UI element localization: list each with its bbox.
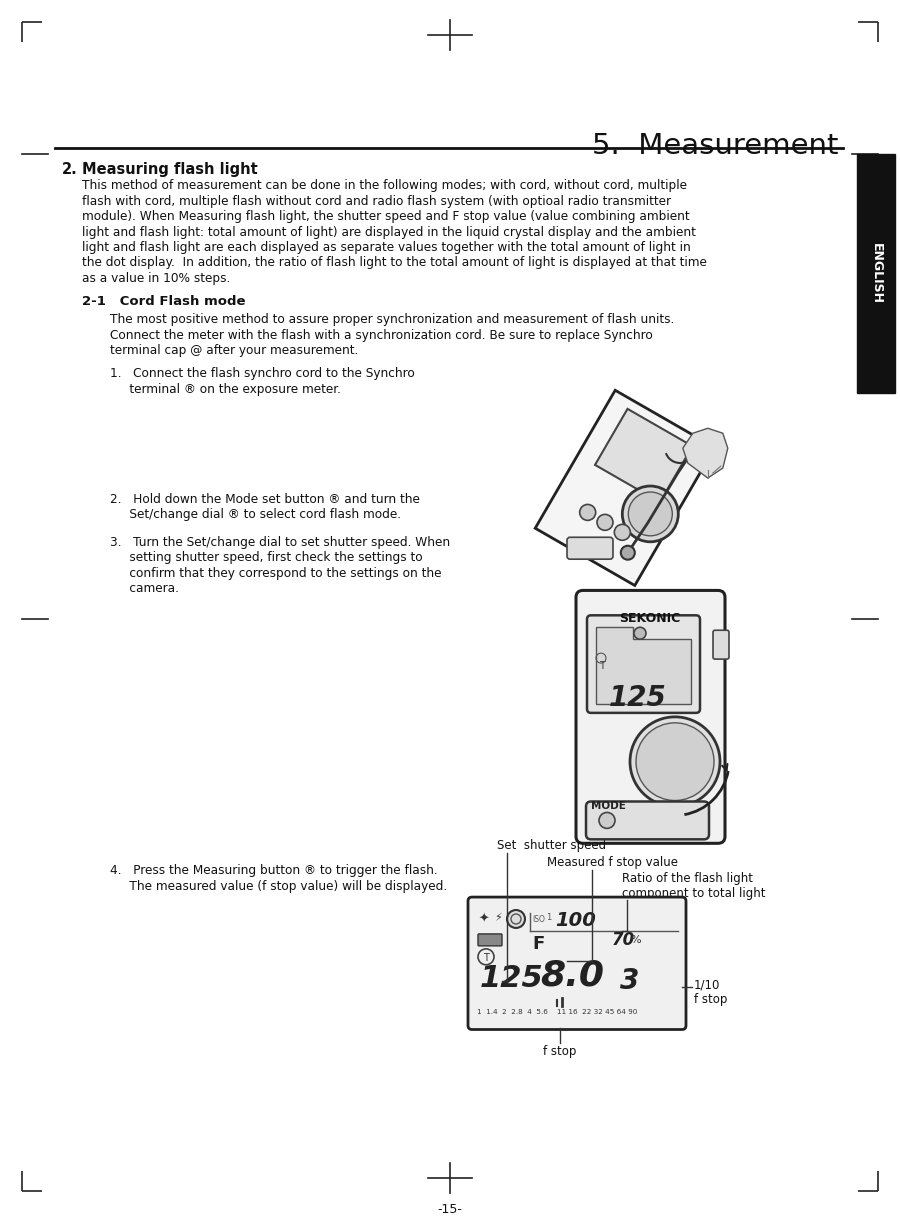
Text: camera.: camera. bbox=[110, 582, 179, 594]
Circle shape bbox=[622, 486, 679, 542]
Text: %: % bbox=[630, 935, 641, 945]
Text: 5.  Measurement: 5. Measurement bbox=[591, 133, 838, 161]
Text: 100: 100 bbox=[555, 911, 596, 931]
Text: T: T bbox=[599, 661, 605, 671]
Text: Ratio of the flash light: Ratio of the flash light bbox=[622, 872, 753, 885]
Circle shape bbox=[615, 525, 630, 541]
Text: Set/change dial ® to select cord flash mode.: Set/change dial ® to select cord flash m… bbox=[110, 508, 401, 521]
Text: 2.: 2. bbox=[62, 162, 77, 178]
Text: ENGLISH: ENGLISH bbox=[869, 244, 883, 304]
Text: F: F bbox=[532, 935, 544, 952]
Circle shape bbox=[580, 504, 596, 520]
Polygon shape bbox=[536, 390, 715, 586]
Text: confirm that they correspond to the settings on the: confirm that they correspond to the sett… bbox=[110, 566, 442, 580]
FancyBboxPatch shape bbox=[586, 801, 709, 839]
Bar bbox=[857, 155, 895, 393]
Polygon shape bbox=[596, 627, 691, 704]
Text: 1/10: 1/10 bbox=[694, 979, 720, 991]
FancyBboxPatch shape bbox=[587, 615, 700, 713]
Text: ISO: ISO bbox=[532, 915, 544, 924]
Text: Measuring flash light: Measuring flash light bbox=[82, 162, 257, 178]
Circle shape bbox=[634, 627, 646, 639]
Polygon shape bbox=[683, 429, 728, 477]
Text: 1: 1 bbox=[546, 914, 551, 922]
Text: This method of measurement can be done in the following modes; with cord, withou: This method of measurement can be done i… bbox=[82, 179, 687, 192]
Polygon shape bbox=[595, 409, 692, 502]
Text: ✦: ✦ bbox=[479, 914, 490, 926]
Text: 1.   Connect the flash synchro cord to the Synchro: 1. Connect the flash synchro cord to the… bbox=[110, 368, 415, 380]
Text: The measured value (f stop value) will be displayed.: The measured value (f stop value) will b… bbox=[110, 879, 447, 893]
Text: 3: 3 bbox=[620, 967, 639, 995]
Text: 2-1   Cord Flash mode: 2-1 Cord Flash mode bbox=[82, 295, 246, 308]
Text: 125: 125 bbox=[480, 963, 544, 993]
FancyBboxPatch shape bbox=[468, 898, 686, 1029]
FancyBboxPatch shape bbox=[478, 934, 502, 946]
FancyBboxPatch shape bbox=[567, 537, 613, 559]
Text: flash with cord, multiple flash without cord and radio flash system (with optioa: flash with cord, multiple flash without … bbox=[82, 195, 671, 207]
FancyBboxPatch shape bbox=[576, 591, 725, 843]
Text: Connect the meter with the flash with a synchronization cord. Be sure to replace: Connect the meter with the flash with a … bbox=[110, 329, 652, 341]
Text: light and flash light: total amount of light) are displayed in the liquid crysta: light and flash light: total amount of l… bbox=[82, 225, 696, 239]
Circle shape bbox=[599, 812, 615, 828]
Text: ⚡: ⚡ bbox=[494, 914, 502, 923]
Text: terminal cap @ after your measurement.: terminal cap @ after your measurement. bbox=[110, 343, 358, 357]
Text: T: T bbox=[483, 952, 489, 963]
Circle shape bbox=[507, 910, 525, 928]
Text: 4.   Press the Measuring button ® to trigger the flash.: 4. Press the Measuring button ® to trigg… bbox=[110, 865, 437, 877]
Circle shape bbox=[597, 514, 613, 530]
Text: 1  1.4  2  2.8  4  5.6    11 16  22 32 45 64 90: 1 1.4 2 2.8 4 5.6 11 16 22 32 45 64 90 bbox=[477, 1009, 637, 1015]
Text: module). When Measuring flash light, the shutter speed and F stop value (value c: module). When Measuring flash light, the… bbox=[82, 209, 689, 223]
Text: f stop: f stop bbox=[544, 1045, 577, 1058]
Text: Set  shutter speed: Set shutter speed bbox=[497, 839, 606, 853]
Text: as a value in 10% steps.: as a value in 10% steps. bbox=[82, 272, 230, 285]
Text: 2.   Hold down the Mode set button ® and turn the: 2. Hold down the Mode set button ® and t… bbox=[110, 493, 420, 505]
Text: The most positive method to assure proper synchronization and measurement of fla: The most positive method to assure prope… bbox=[110, 313, 674, 326]
Text: 70: 70 bbox=[612, 931, 635, 949]
Circle shape bbox=[621, 546, 634, 560]
Circle shape bbox=[636, 722, 714, 800]
Text: terminal ® on the exposure meter.: terminal ® on the exposure meter. bbox=[110, 382, 341, 396]
Text: component to total light: component to total light bbox=[622, 887, 766, 900]
Text: Measured f stop value: Measured f stop value bbox=[547, 856, 678, 870]
Circle shape bbox=[630, 717, 720, 806]
Text: 8.0: 8.0 bbox=[540, 959, 604, 993]
Text: SEKONIC: SEKONIC bbox=[619, 613, 680, 625]
Text: f stop: f stop bbox=[694, 993, 727, 1006]
Text: 3.   Turn the Set/change dial to set shutter speed. When: 3. Turn the Set/change dial to set shutt… bbox=[110, 536, 450, 548]
Text: the dot display.  In addition, the ratio of flash light to the total amount of l: the dot display. In addition, the ratio … bbox=[82, 256, 706, 269]
FancyBboxPatch shape bbox=[713, 630, 729, 659]
Text: -15-: -15- bbox=[437, 1202, 463, 1216]
Text: 125: 125 bbox=[609, 685, 667, 713]
Circle shape bbox=[628, 492, 672, 536]
Text: setting shutter speed, first check the settings to: setting shutter speed, first check the s… bbox=[110, 551, 423, 564]
Text: MODE: MODE bbox=[591, 801, 626, 811]
Text: light and flash light are each displayed as separate values together with the to: light and flash light are each displayed… bbox=[82, 241, 691, 253]
